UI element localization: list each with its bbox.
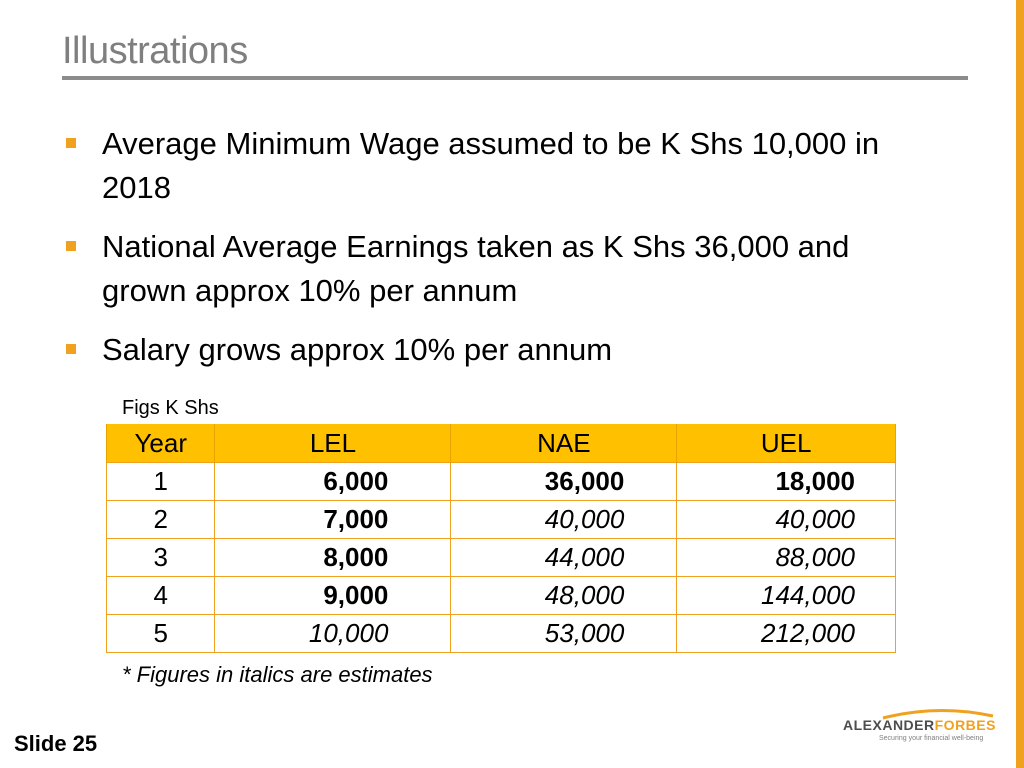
bullet-list: Average Minimum Wage assumed to be K Shs… [62,122,942,387]
square-bullet-icon [66,138,76,148]
accent-side-bar [1016,0,1024,768]
square-bullet-icon [66,344,76,354]
logo-name-part1: ALEXANDER [843,717,935,733]
square-bullet-icon [66,241,76,251]
cell-year: 3 [105,538,216,577]
cell-uel: 144,000 [676,576,896,615]
header-year: Year [105,424,216,463]
title-underline [62,76,968,80]
table-header-row: Year LEL NAE UEL [105,424,896,463]
table-row: 3 8,000 44,000 88,000 [105,538,896,577]
cell-nae: 48,000 [450,576,678,615]
table-row: 4 9,000 48,000 144,000 [105,576,896,615]
slide-title: Illustrations [62,30,248,72]
logo-arc-icon [882,708,994,720]
cell-year: 1 [105,462,216,501]
estimates-footnote: * Figures in italics are estimates [122,662,433,687]
figures-unit-label: Figs K Shs [122,397,219,419]
bullet-text: Salary grows approx 10% per annum [102,332,613,367]
illustration-table: Year LEL NAE UEL 1 6,000 36,000 18,000 2… [105,424,896,653]
bullet-item: Salary grows approx 10% per annum [62,328,942,372]
slide-number: Slide 25 [14,731,98,756]
cell-year: 2 [105,500,216,539]
alexander-forbes-logo: ALEXANDERFORBES Securing your financial … [843,706,999,746]
logo-wordmark: ALEXANDERFORBES [843,717,996,733]
cell-lel: 9,000 [214,576,452,615]
cell-lel: 6,000 [214,462,452,501]
cell-uel: 212,000 [676,614,896,653]
cell-year: 5 [105,614,216,653]
cell-uel: 40,000 [676,500,896,539]
header-uel: UEL [676,424,896,463]
bullet-text: Average Minimum Wage assumed to be K Shs… [102,126,880,205]
cell-lel: 10,000 [214,614,452,653]
cell-uel: 88,000 [676,538,896,577]
cell-lel: 7,000 [214,500,452,539]
cell-nae: 36,000 [450,462,678,501]
logo-name-part2: FORBES [934,717,996,733]
bullet-item: Average Minimum Wage assumed to be K Shs… [62,122,942,210]
bullet-item: National Average Earnings taken as K Shs… [62,225,942,313]
logo-tagline: Securing your financial well-being [879,735,984,742]
table-row: 1 6,000 36,000 18,000 [105,462,896,501]
header-nae: NAE [450,424,678,463]
cell-nae: 40,000 [450,500,678,539]
cell-uel: 18,000 [676,462,896,501]
table-row: 2 7,000 40,000 40,000 [105,500,896,539]
bullet-text: National Average Earnings taken as K Shs… [102,229,850,308]
cell-lel: 8,000 [214,538,452,577]
cell-nae: 53,000 [450,614,678,653]
table-row: 5 10,000 53,000 212,000 [105,614,896,653]
cell-year: 4 [105,576,216,615]
header-lel: LEL [214,424,452,463]
cell-nae: 44,000 [450,538,678,577]
